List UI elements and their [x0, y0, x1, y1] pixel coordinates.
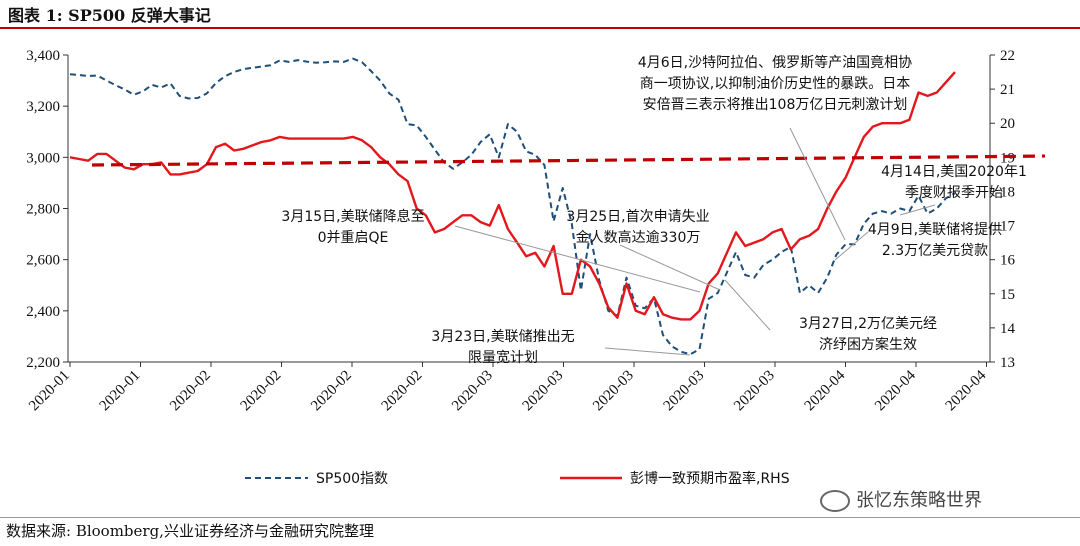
x-tick-label: 2020-02 [167, 368, 214, 415]
source-rule [0, 517, 1080, 518]
y-tick-label: 2,200 [26, 355, 60, 371]
annotation-text: 济纾困方案生效 [819, 336, 917, 353]
y-tick-label: 3,000 [26, 150, 60, 166]
x-tick-label: 2020-03 [731, 368, 778, 415]
mean-dashed-line [91, 154, 1046, 167]
chart: 2,200 2,400 2,600 2,800 3,000 3,200 3,400 13 14 1… [26, 48, 1046, 487]
annotation-leader [724, 279, 771, 331]
annotation-text: 季度财报季开始 [905, 185, 1003, 201]
y2-tick-label: 22 [1000, 48, 1015, 64]
figure-title: 图表 1: SP500 反弹大事记 [8, 6, 211, 25]
y2-tick-label: 17 [1000, 219, 1016, 235]
x-tick-label: 2020-01 [97, 368, 144, 415]
annotation-text: 安倍晋三表示将推出108万亿日元刺激计划 [643, 96, 908, 113]
annotation-text: 3月27日,2万亿美元经 [799, 316, 937, 332]
y2-tick-label: 16 [1000, 253, 1016, 269]
x-tick-label: 2020-03 [661, 368, 708, 415]
x-tick-label: 2020-02 [308, 368, 355, 415]
y2-tick-label: 19 [1000, 150, 1015, 166]
annotation-leader [834, 231, 869, 261]
x-tick-label: 2020-02 [379, 368, 426, 415]
annotation-text: 3月25日,首次申请失业 [566, 209, 709, 225]
annotation-leader [899, 204, 936, 216]
source-note: 数据来源: Bloomberg,兴业证券经济与金融研究院整理 [6, 522, 374, 540]
y-tick-label: 3,400 [26, 48, 60, 64]
annotation-text: 3月15日,美联储降息至 [281, 208, 424, 225]
annotation-text: 4月9日,美联储将提供 [868, 222, 1002, 238]
annotation-text: 商一项协议,以抑制油价历史性的暴跌。日本 [640, 76, 910, 92]
annotation-text: 2.3万亿美元贷款 [882, 243, 988, 259]
x-tick-label: 2020-04 [872, 367, 919, 414]
annotation-text: 4月6日,沙特阿拉伯、俄罗斯等产油国竟相协 [638, 54, 912, 71]
annotation-text: 4月14日,美国2020年1 [881, 164, 1027, 180]
annotation-text: 3月23日,美联储推出无 [431, 329, 574, 345]
y2-tick-label: 18 [1000, 184, 1015, 200]
annotation-leader [789, 127, 846, 241]
x-tick-label: 2020-03 [449, 368, 496, 415]
annotation-text: 0并重启QE [318, 230, 389, 246]
x-tick-label: 2020-02 [238, 368, 285, 415]
sp500-series-line [69, 57, 956, 356]
annotation-leader [604, 347, 691, 356]
annotation-text: 限量宽计划 [468, 349, 538, 366]
y-tick-label: 2,800 [26, 202, 60, 218]
y-tick-label: 3,200 [26, 99, 60, 115]
wechat-icon [820, 490, 850, 512]
annotation-text: 金人数高达逾330万 [576, 229, 701, 246]
x-tick-label: 2020-04 [802, 367, 849, 414]
y2-tick-label: 13 [1000, 355, 1015, 371]
y-tick-label: 2,600 [26, 253, 60, 269]
x-tick-label: 2020-04 [943, 367, 990, 414]
annotation-leader [454, 225, 701, 293]
x-tick-label: 2020-01 [26, 368, 73, 415]
y2-tick-label: 14 [1000, 321, 1016, 337]
y-tick-label: 2,400 [26, 304, 60, 320]
pe-series-line [69, 71, 956, 321]
legend-label-pe: 彭博一致预期市盈率,RHS [630, 470, 790, 487]
y2-tick-label: 20 [1000, 116, 1015, 132]
y2-tick-label: 15 [1000, 287, 1015, 303]
annotation-leader [619, 244, 721, 291]
legend-label-sp500: SP500指数 [316, 471, 388, 487]
watermark-text: 张忆东策略世界 [856, 490, 982, 511]
title-rule [0, 27, 1080, 29]
x-tick-label: 2020-03 [590, 368, 637, 415]
watermark: 张忆东策略世界 [820, 486, 982, 512]
x-tick-label: 2020-03 [520, 368, 567, 415]
y2-tick-label: 21 [1000, 82, 1015, 98]
